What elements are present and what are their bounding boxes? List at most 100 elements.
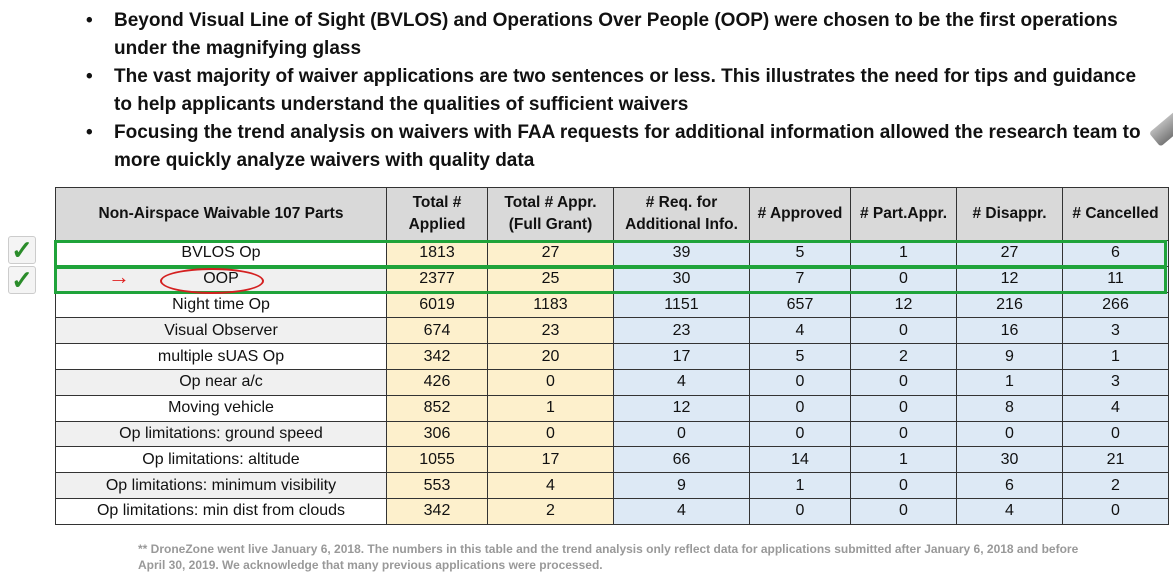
- table-cell: 1: [850, 240, 957, 267]
- row-label: Op limitations: minimum visibility: [55, 472, 387, 499]
- table-cell: 23: [487, 317, 614, 345]
- table-cell: 216: [956, 291, 1063, 319]
- table-row: Op limitations: altitude 1055 17 66 14 1 30 21: [55, 446, 1169, 474]
- table-cell: 1: [956, 368, 1063, 396]
- table-cell: 23: [613, 317, 750, 345]
- table-row: Visual Observer 674 23 23 4 0 16 3: [55, 317, 1169, 345]
- row-label: Moving vehicle: [55, 394, 387, 422]
- table-cell: 4: [613, 368, 750, 396]
- table-cell: 7: [749, 265, 851, 293]
- column-header: # Disappr.: [956, 187, 1063, 241]
- table-cell: 30: [956, 446, 1063, 474]
- table-cell: 3: [1062, 317, 1169, 345]
- table-cell: 6: [956, 472, 1063, 499]
- table-cell: 4: [956, 497, 1063, 525]
- table-row: Op limitations: minimum visibility 553 4 9 1…: [55, 472, 1169, 499]
- table-cell: 1151: [613, 291, 750, 319]
- row-label: Op limitations: altitude: [55, 446, 387, 474]
- column-header: # Approved: [749, 187, 851, 241]
- table-cell: 852: [386, 394, 488, 422]
- table-cell: 3: [1062, 368, 1169, 396]
- table-cell: 266: [1062, 291, 1169, 319]
- table-cell: 20: [487, 343, 614, 370]
- bullet-item: • The vast majority of waiver application…: [86, 66, 1137, 115]
- table-cell: 25: [487, 265, 614, 293]
- column-header: Total # Applied: [386, 187, 488, 241]
- table-cell: 4: [749, 317, 851, 345]
- table-row: BVLOS Op 1813 27 39 5 1 27 6: [55, 240, 1169, 267]
- table-cell: 2: [1062, 472, 1169, 499]
- row-label: Op limitations: ground speed: [55, 420, 387, 448]
- table-cell: 11: [1062, 265, 1169, 293]
- table-cell: 0: [956, 420, 1063, 448]
- table-row: multiple sUAS Op 342 20 17 5 2 9 1: [55, 343, 1169, 370]
- table-cell: 5: [749, 240, 851, 267]
- bullet-item: • Beyond Visual Line of Sight (BVLOS) and…: [86, 10, 1118, 59]
- checkmark-icon: ✓: [8, 236, 36, 264]
- table-cell: 0: [1062, 497, 1169, 525]
- table-cell: 0: [749, 497, 851, 525]
- table-cell: 12: [613, 394, 750, 422]
- circle-annotation: [160, 268, 264, 294]
- table-cell: 1: [850, 446, 957, 474]
- footnote: ** DroneZone went live January 6, 2018. …: [138, 542, 1079, 572]
- table-cell: 66: [613, 446, 750, 474]
- table-cell: 674: [386, 317, 488, 345]
- table-cell: 0: [850, 497, 957, 525]
- table-cell: 306: [386, 420, 488, 448]
- table-cell: 6: [1062, 240, 1169, 267]
- table-cell: 426: [386, 368, 488, 396]
- column-header: Total # Appr. (Full Grant): [487, 187, 614, 241]
- table-cell: 27: [487, 240, 614, 267]
- table-cell: 0: [749, 420, 851, 448]
- row-label: Night time Op: [55, 291, 387, 319]
- bullet-list: • Beyond Visual Line of Sight (BVLOS) and…: [86, 7, 1146, 175]
- table-cell: 0: [749, 368, 851, 396]
- table-cell: 9: [956, 343, 1063, 370]
- table-cell: 0: [850, 317, 957, 345]
- table-cell: 21: [1062, 446, 1169, 474]
- table-cell: 8: [956, 394, 1063, 422]
- table-cell: 27: [956, 240, 1063, 267]
- arrow-icon: →: [108, 264, 130, 289]
- column-header: # Cancelled: [1062, 187, 1169, 241]
- row-label: Visual Observer: [55, 317, 387, 345]
- table-row: Op limitations: min dist from clouds 342 2…: [55, 497, 1169, 525]
- table-cell: 9: [613, 472, 750, 499]
- pencil-icon: [1148, 107, 1173, 147]
- table-cell: 4: [1062, 394, 1169, 422]
- checkmark-icon: ✓: [8, 266, 36, 294]
- table-cell: 1813: [386, 240, 488, 267]
- table-cell: 0: [850, 472, 957, 499]
- table-cell: 0: [850, 394, 957, 422]
- table-cell: 342: [386, 343, 488, 370]
- table-cell: 14: [749, 446, 851, 474]
- bullet-item: • Focusing the trend analysis on waivers …: [86, 122, 1141, 171]
- table-cell: 1: [749, 472, 851, 499]
- table-cell: 0: [487, 368, 614, 396]
- table-cell: 0: [850, 368, 957, 396]
- table-cell: 2377: [386, 265, 488, 293]
- table-cell: 553: [386, 472, 488, 499]
- table-cell: 1: [1062, 343, 1169, 370]
- row-label: Op limitations: min dist from clouds: [55, 497, 387, 525]
- table-row: OOP 2377 25 30 7 0 12 11: [55, 265, 1169, 293]
- table-cell: 0: [613, 420, 750, 448]
- table-cell: 342: [386, 497, 488, 525]
- table-cell: 1055: [386, 446, 488, 474]
- table-cell: 0: [850, 420, 957, 448]
- table-cell: 0: [1062, 420, 1169, 448]
- table-cell: 12: [956, 265, 1063, 293]
- table-row: Op near a/c 426 0 4 0 0 1 3: [55, 368, 1169, 396]
- table-cell: 17: [487, 446, 614, 474]
- table-cell: 1183: [487, 291, 614, 319]
- column-header: # Part.Appr.: [850, 187, 957, 241]
- column-header: # Req. for Additional Info.: [613, 187, 750, 241]
- table-row: Moving vehicle 852 1 12 0 0 8 4: [55, 394, 1169, 422]
- waiver-table: Non-Airspace Waivable 107 Parts Total # A…: [55, 187, 1169, 525]
- row-label: BVLOS Op: [55, 240, 387, 267]
- table-cell: 0: [850, 265, 957, 293]
- table-cell: 657: [749, 291, 851, 319]
- table-cell: 1: [487, 394, 614, 422]
- table-cell: 0: [749, 394, 851, 422]
